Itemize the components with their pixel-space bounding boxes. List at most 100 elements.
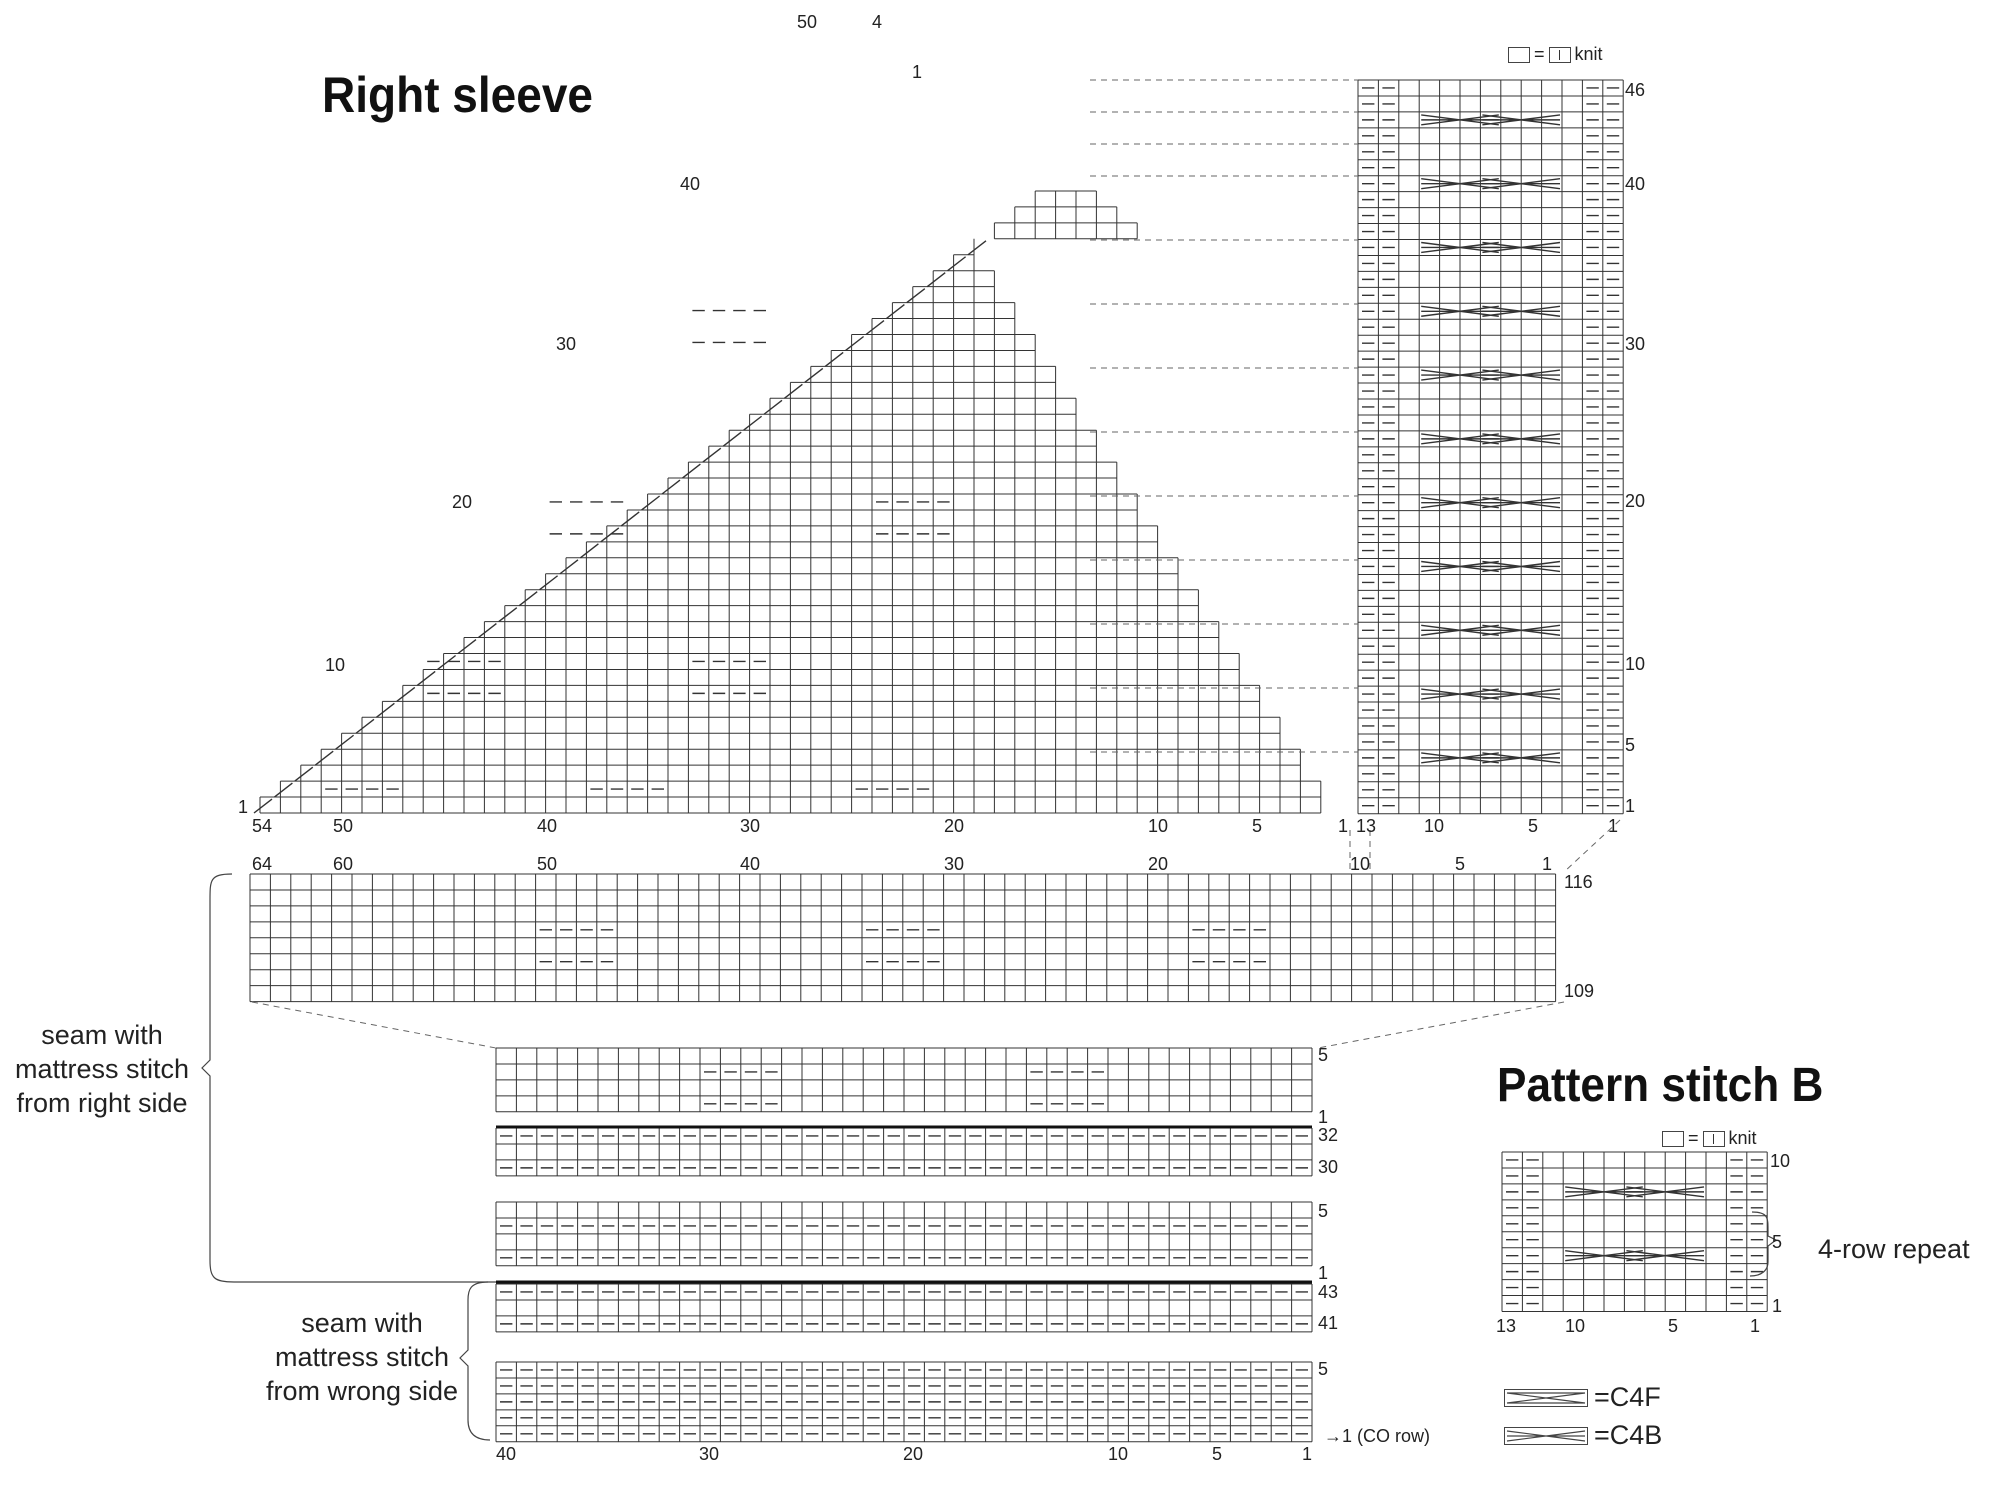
lower-row-label: 1 — [1318, 1263, 1329, 1283]
lower-row-label: 41 — [1318, 1313, 1339, 1333]
pattern-b-title: Pattern stitch B — [1497, 1059, 1824, 1112]
chart-grids — [249, 79, 1768, 1443]
cable-cross-mark — [1482, 560, 1561, 573]
decrease-mark — [498, 607, 518, 623]
c4f-label: =C4F — [1594, 1382, 1661, 1412]
lower-grid-c — [495, 1201, 1313, 1267]
decrease-mark — [804, 367, 824, 383]
decrease-mark — [559, 559, 579, 575]
cap-stitch-label: 1 — [1338, 816, 1349, 836]
decrease-mark — [885, 304, 905, 320]
wide-stitch-label: 20 — [1148, 854, 1169, 874]
decrease-mark — [314, 750, 334, 766]
c4b-legend: =C4B — [1504, 1420, 1662, 1451]
panel-stitch-label: 1 — [1608, 816, 1619, 836]
panel-stitch-label: 13 — [1356, 816, 1377, 836]
guide-lines — [251, 79, 1621, 1049]
panel-stitch-label: 5 — [1528, 816, 1539, 836]
cap-row-label: 30 — [556, 334, 577, 354]
c4b-icon — [1504, 1426, 1588, 1445]
decrease-mark — [926, 272, 946, 288]
repeat-note: 4-row repeat — [1818, 1234, 1970, 1264]
cable-cross-mark — [1482, 305, 1561, 317]
lower-row-label: 30 — [1318, 1157, 1339, 1177]
panel-row-label: 10 — [1625, 654, 1646, 674]
decrease-mark — [253, 798, 273, 814]
empty-square-icon — [1662, 1130, 1684, 1147]
decrease-mark — [783, 383, 803, 399]
cable-cross-mark — [1482, 178, 1561, 190]
decrease-mark — [600, 527, 620, 543]
decrease-mark — [335, 734, 355, 750]
cap-stitch-label: 10 — [1148, 816, 1169, 836]
lower-grid-d — [495, 1283, 1313, 1333]
knit-legend-pattern-b: = knit — [1662, 1128, 1757, 1149]
decrease-mark — [865, 319, 885, 336]
decrease-mark — [416, 670, 436, 686]
knit-legend-top: = knit — [1508, 44, 1603, 65]
lower-row-label: 32 — [1318, 1125, 1339, 1145]
guide-line — [1349, 830, 1371, 870]
wide-row-label: 116 — [1564, 872, 1593, 892]
c4f-icon — [1504, 1388, 1588, 1407]
cap-row-label: 10 — [325, 655, 346, 675]
cap-stitch-label: 20 — [944, 816, 965, 836]
wide-stitch-label: 60 — [333, 854, 354, 874]
cable-cross-mark — [1482, 241, 1561, 254]
seam-right-line3: from right side — [16, 1088, 188, 1118]
decrease-mark — [477, 623, 497, 639]
empty-square-icon — [1508, 46, 1530, 63]
guide-line — [1563, 819, 1621, 873]
wide-row-label: 109 — [1564, 981, 1595, 1001]
cap-stitch-label: 54 — [252, 816, 273, 836]
lower-stitch-label: 10 — [1108, 1444, 1129, 1464]
c4b-label: =C4B — [1594, 1420, 1663, 1450]
cap-stitch-label: 40 — [537, 816, 558, 836]
decrease-mark — [355, 718, 375, 734]
seam-right-brace — [201, 873, 496, 1283]
panel-b-grid — [1357, 79, 1624, 815]
cap-row-label: 50 — [797, 12, 818, 32]
lower-row-label: 5 — [1318, 1045, 1329, 1065]
divider-lines — [496, 1125, 1312, 1284]
panel-stitch-label: 10 — [1424, 816, 1445, 836]
cable-cross-mark — [1482, 433, 1561, 445]
cap-row-label: 20 — [452, 492, 473, 512]
seam-right-line2: mattress stitch — [14, 1054, 190, 1084]
decrease-mark — [375, 702, 395, 718]
guide-line — [251, 1001, 1565, 1049]
panel-row-label: 40 — [1625, 174, 1646, 194]
lower-grid-a — [495, 1047, 1313, 1113]
cable-cross-mark — [1482, 624, 1561, 636]
wide-stitch-label: 64 — [252, 854, 273, 874]
seam-wrong-line1: seam with — [301, 1308, 423, 1338]
decrease-mark — [518, 591, 538, 607]
decrease-mark — [661, 479, 681, 495]
seam-right-line1: seam with — [41, 1020, 163, 1050]
seam-wrong-brace — [459, 1281, 491, 1441]
legend-knit-label: knit — [1728, 1128, 1757, 1148]
wide-stitch-label: 30 — [944, 854, 965, 874]
decrease-mark — [906, 288, 926, 304]
cap-row-label: 1 — [912, 62, 923, 82]
ps-b-row-label: 10 — [1770, 1151, 1791, 1171]
legend-equals: = — [1688, 1128, 1699, 1148]
ps-b-row-label: 5 — [1772, 1232, 1783, 1252]
seam-wrong-line2: mattress stitch — [274, 1342, 450, 1372]
panel-row-label: 30 — [1625, 334, 1646, 354]
lower-stitch-label: 20 — [903, 1444, 924, 1464]
legend-equals: = — [1534, 44, 1545, 64]
decrease-mark — [722, 431, 742, 447]
legend-knit-label: knit — [1574, 44, 1603, 64]
decrease-mark — [824, 351, 844, 367]
wide-band-grid — [249, 873, 1557, 1003]
cap-row-label: 1 — [238, 797, 249, 817]
decrease-mark — [579, 543, 599, 559]
cable-cross-mark — [1626, 1186, 1705, 1198]
decrease-mark — [396, 686, 416, 702]
lower-row-label: 5 — [1318, 1201, 1329, 1221]
cap-stitch-label: 5 — [1252, 816, 1263, 836]
lower-stitch-label: 5 — [1212, 1444, 1223, 1464]
wide-stitch-label: 10 — [1350, 854, 1371, 874]
decrease-mark — [702, 447, 722, 463]
